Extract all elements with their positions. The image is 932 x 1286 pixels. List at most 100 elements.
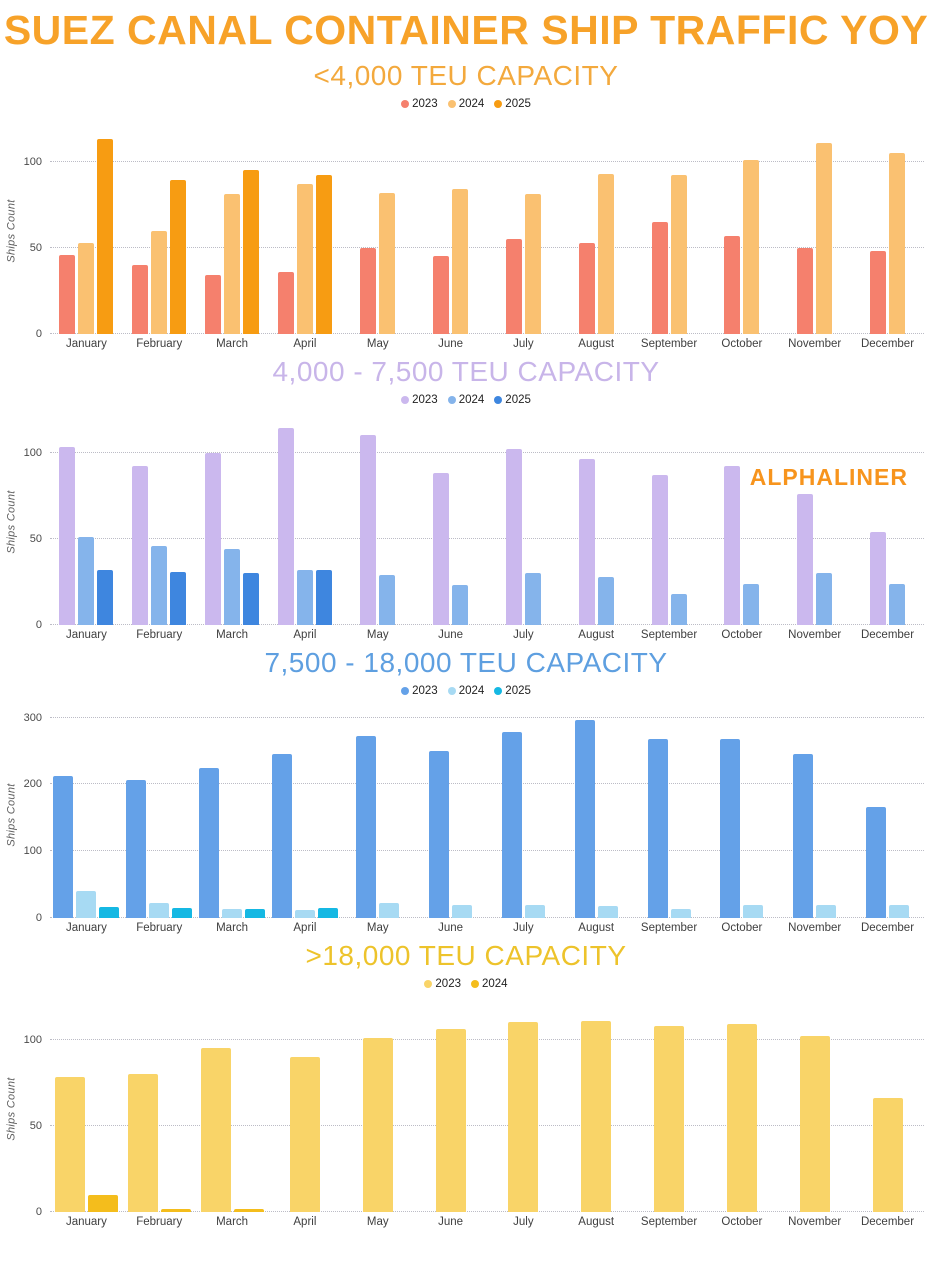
x-tick-label: July	[513, 338, 534, 350]
bar-2024-november	[816, 573, 833, 625]
bar-group-august	[560, 711, 633, 918]
bar-group-january	[50, 711, 123, 918]
bar-2023-december	[870, 531, 887, 625]
bar-group-august	[560, 418, 633, 625]
bar-2023-march	[205, 275, 222, 334]
bar-2023-june	[433, 473, 450, 625]
bar-2024-december	[889, 905, 910, 918]
x-tick-label: November	[788, 629, 842, 641]
bar-2023-march	[199, 768, 220, 918]
bar-2023-may	[362, 1037, 393, 1212]
chart-title: <4,000 TEU CAPACITY	[313, 60, 619, 91]
bar-2023-february	[127, 1074, 158, 1212]
x-tick-label: August	[578, 922, 615, 934]
bar-2023-november	[793, 753, 814, 918]
bar-2024-january	[76, 891, 97, 918]
bar-group-october	[705, 1005, 778, 1212]
bar-2023-january	[53, 775, 74, 918]
chart-legend: 2023 2024 2025	[0, 683, 932, 699]
legend-label: 2024	[458, 98, 485, 110]
bar-2024-july	[524, 194, 541, 334]
legend-dot-icon	[447, 687, 456, 695]
x-tick-label: February	[136, 922, 183, 934]
x-tick-label: October	[721, 922, 763, 934]
legend-label: 2024	[458, 685, 485, 697]
x-tick-label: April	[293, 922, 317, 934]
x-tick-label: July	[513, 922, 534, 934]
bar-group-september	[633, 418, 706, 625]
x-tick-label: June	[438, 922, 464, 934]
bar-2023-september	[647, 739, 668, 918]
bar-group-july	[487, 127, 560, 334]
gridline	[50, 1038, 924, 1040]
bar-2024-may	[379, 574, 396, 625]
bar-2023-june	[433, 256, 450, 334]
bar-group-april	[268, 1005, 341, 1212]
x-tick-label: September	[640, 629, 698, 641]
x-tick-label: August	[578, 1216, 615, 1228]
bar-group-august	[560, 127, 633, 334]
bar-2024-march	[222, 908, 243, 918]
bar-2024-june	[452, 904, 473, 918]
y-tick-label: 50	[29, 532, 42, 545]
legend-label: 2023	[412, 98, 438, 110]
bar-2024-january	[78, 537, 95, 625]
x-tick-label: June	[438, 338, 464, 350]
bar-group-october	[705, 711, 778, 918]
y-tick-label: 100	[23, 845, 42, 858]
chart-legend: 2023 2024 2025	[0, 96, 932, 112]
chart-section-4000-7500-teu: 4,000 - 7,500 TEU CAPACITY 2023 2024 2025 …	[0, 355, 932, 641]
bar-2024-may	[379, 902, 400, 918]
y-tick-label: 100	[23, 1033, 42, 1046]
bar-2023-october	[726, 1023, 757, 1212]
bar-group-june	[414, 1005, 487, 1212]
plot-area: Ships Count 0 50 100	[6, 1005, 924, 1218]
x-tick-label: December	[860, 338, 915, 350]
bar-2024-july	[524, 904, 545, 918]
chart-section-over-18000-teu: >18,000 TEU CAPACITY 2023 2024 Ships Coun…	[0, 939, 932, 1228]
legend-label: 2025	[505, 98, 531, 110]
x-tick-label: March	[216, 922, 249, 934]
bar-group-april	[268, 711, 341, 918]
legend-dot-icon	[494, 687, 503, 695]
page-title: SUEZ CANAL CONTAINER SHIP TRAFFIC YOY	[3, 7, 929, 53]
bar-2024-april	[294, 910, 315, 918]
bar-group-june	[414, 711, 487, 918]
bar-2023-november	[797, 493, 814, 625]
x-tick-label: February	[136, 1216, 183, 1228]
bar-group-july	[487, 711, 560, 918]
bar-2023-june	[429, 751, 450, 918]
bar-2025-april	[315, 569, 332, 625]
gridline	[50, 537, 924, 539]
bar-2024-april	[296, 183, 313, 334]
bar-2025-january	[97, 569, 114, 625]
x-tick-label: January	[65, 629, 107, 641]
bar-2024-february	[151, 545, 168, 625]
gridline	[50, 917, 924, 918]
x-tick-label: October	[721, 1216, 763, 1228]
x-tick-label: April	[293, 629, 317, 641]
bar-group-november	[778, 711, 851, 918]
x-tick-label: November	[788, 922, 842, 934]
gridline	[50, 451, 924, 453]
bar-group-october	[705, 127, 778, 334]
y-tick-label: 50	[29, 241, 42, 254]
bar-group-october	[705, 418, 778, 625]
x-tick-label: September	[640, 1216, 698, 1228]
chart-section-7500-18000-teu: 7,500 - 18,000 TEU CAPACITY 2023 2024 2025…	[0, 646, 932, 934]
bar-2024-august	[597, 173, 614, 334]
legend-item-2024: 2024	[447, 98, 485, 110]
bar-2024-august	[597, 905, 618, 918]
bar-2024-may	[379, 192, 396, 334]
bar-group-december	[851, 127, 924, 334]
bar-group-may	[341, 1005, 414, 1212]
bar-group-february	[123, 711, 196, 918]
x-tick-label: January	[65, 338, 107, 350]
bar-2023-january	[59, 254, 76, 334]
bar-group-may	[341, 418, 414, 625]
bar-2023-december	[866, 807, 887, 918]
x-tick-label: December	[860, 629, 915, 641]
bar-2024-october	[743, 583, 760, 625]
bar-groups	[50, 418, 924, 625]
bar-groups	[50, 1005, 924, 1212]
